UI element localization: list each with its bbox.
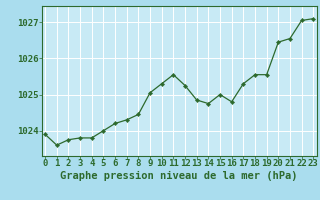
X-axis label: Graphe pression niveau de la mer (hPa): Graphe pression niveau de la mer (hPa) [60, 171, 298, 181]
